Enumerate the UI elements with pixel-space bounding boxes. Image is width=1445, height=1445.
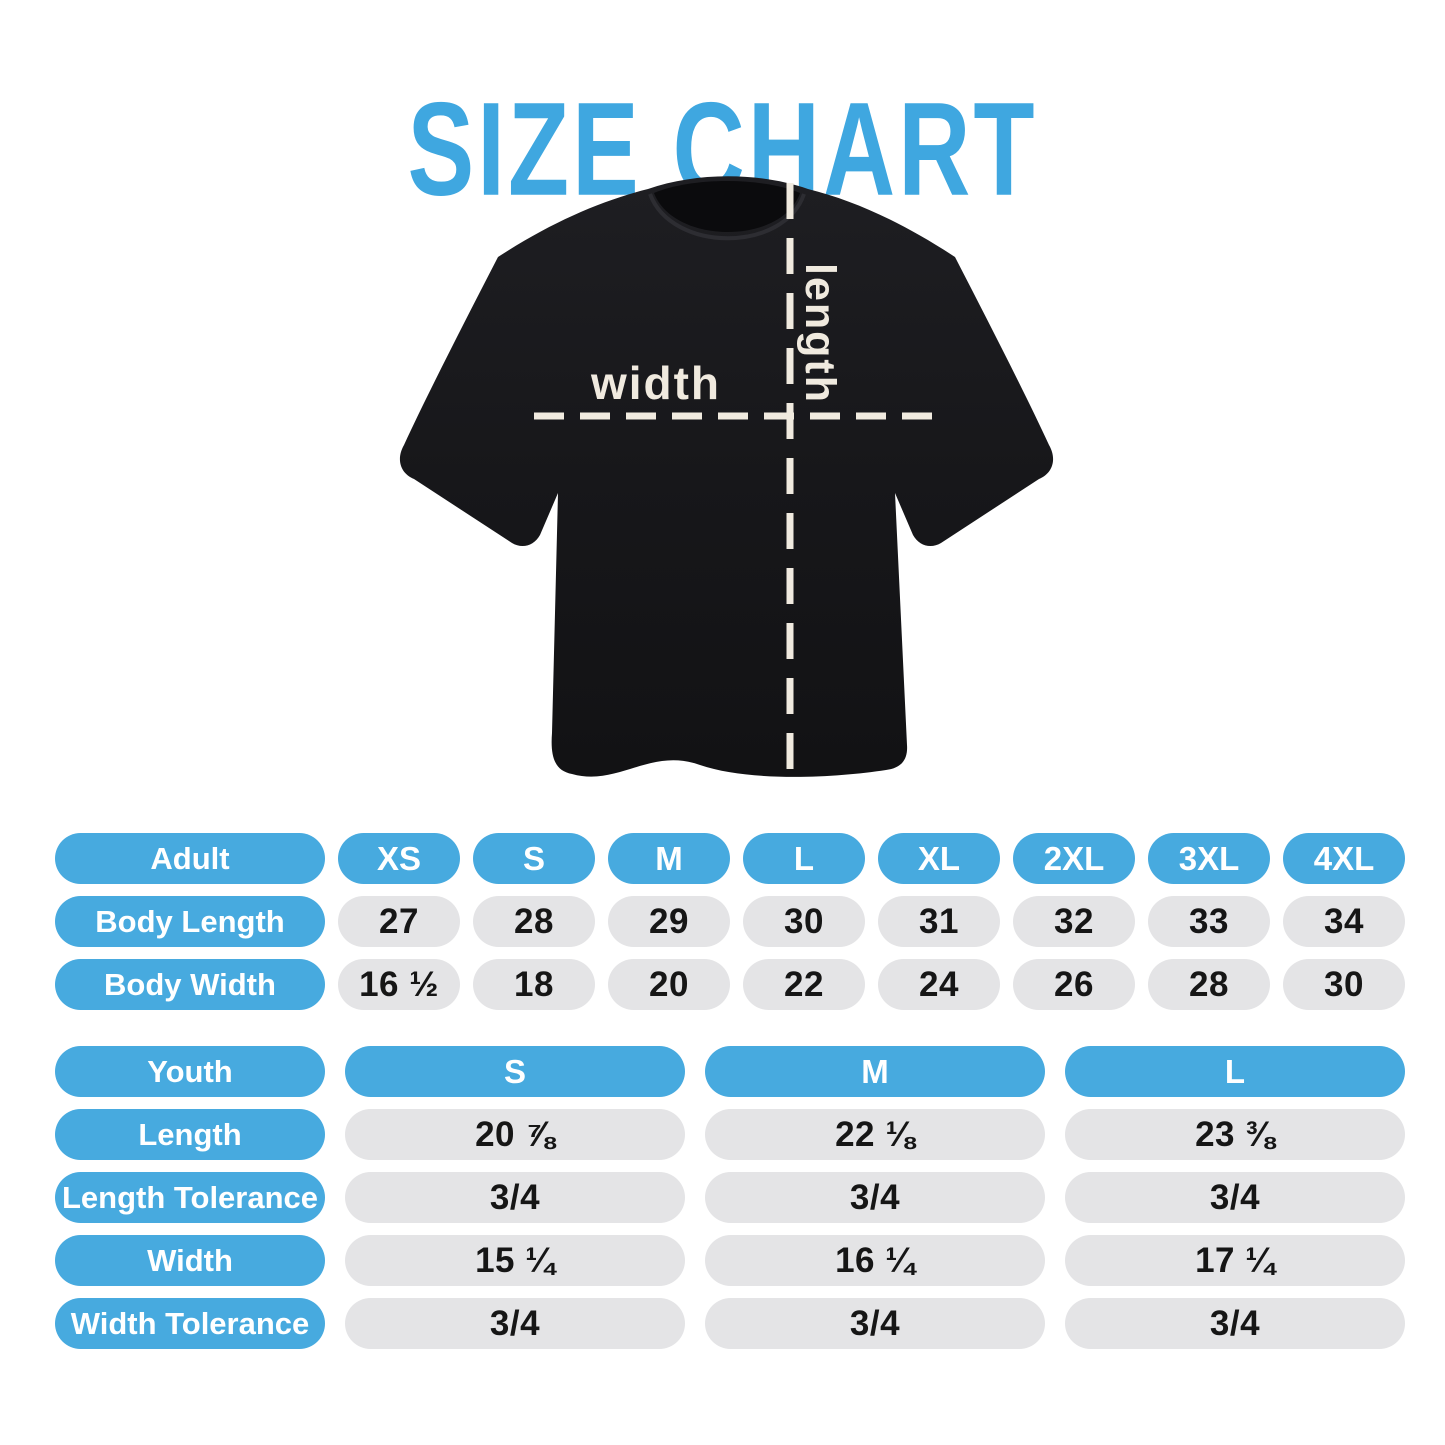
youth-width-tolerance-cell: 3/4 (705, 1298, 1045, 1349)
adult-body-width-cell: 24 (878, 959, 1000, 1010)
adult-body-length-cell: 32 (1013, 896, 1135, 947)
adult-body-width-cell: 22 (743, 959, 865, 1010)
adult-size-header-3xl: 3XL (1148, 833, 1270, 884)
tshirt-silhouette (399, 176, 1054, 777)
youth-width-cell: 17 ¼ (1065, 1235, 1405, 1286)
youth-row-label-width: Width (55, 1235, 325, 1286)
youth-size-header-s: S (345, 1046, 685, 1097)
adult-body-width-cell: 28 (1148, 959, 1270, 1010)
youth-size-header-m: M (705, 1046, 1045, 1097)
adult-size-header-l: L (743, 833, 865, 884)
youth-row-label-width-tolerance: Width Tolerance (55, 1298, 325, 1349)
adult-body-length-cell: 27 (338, 896, 460, 947)
adult-body-length-cell: 30 (743, 896, 865, 947)
adult-body-width-cell: 26 (1013, 959, 1135, 1010)
adult-size-header-2xl: 2XL (1013, 833, 1135, 884)
adult-size-header-xl: XL (878, 833, 1000, 884)
youth-length-cell: 20 ⅞ (345, 1109, 685, 1160)
adult-size-header-s: S (473, 833, 595, 884)
youth-length-cell: 23 ⅜ (1065, 1109, 1405, 1160)
adult-body-length-cell: 34 (1283, 896, 1405, 947)
youth-size-table: Youth S M L Length 20 ⅞ 22 ⅛ 23 ⅜ Length… (55, 1046, 1405, 1349)
youth-length-cell: 22 ⅛ (705, 1109, 1045, 1160)
adult-size-header-m: M (608, 833, 730, 884)
youth-width-tolerance-cell: 3/4 (1065, 1298, 1405, 1349)
adult-table-title-pill: Adult (55, 833, 325, 884)
youth-row-label-length: Length (55, 1109, 325, 1160)
youth-length-tolerance-cell: 3/4 (1065, 1172, 1405, 1223)
youth-width-cell: 16 ¼ (705, 1235, 1045, 1286)
adult-body-length-cell: 28 (473, 896, 595, 947)
width-label: width (590, 357, 721, 409)
adult-body-length-cell: 29 (608, 896, 730, 947)
adult-body-width-cell: 16 ½ (338, 959, 460, 1010)
tshirt-image: width length (399, 176, 1054, 777)
tshirt-measurement-diagram: width length (394, 176, 1059, 790)
youth-size-header-l: L (1065, 1046, 1405, 1097)
adult-body-width-cell: 18 (473, 959, 595, 1010)
adult-body-length-cell: 31 (878, 896, 1000, 947)
youth-table-title-pill: Youth (55, 1046, 325, 1097)
youth-row-label-length-tolerance: Length Tolerance (55, 1172, 325, 1223)
youth-width-tolerance-cell: 3/4 (345, 1298, 685, 1349)
adult-size-header-4xl: 4XL (1283, 833, 1405, 884)
youth-length-tolerance-cell: 3/4 (345, 1172, 685, 1223)
adult-size-table: Adult XS S M L XL 2XL 3XL 4XL Body Lengt… (55, 833, 1405, 1010)
adult-size-header-xs: XS (338, 833, 460, 884)
adult-row-label-body-length: Body Length (55, 896, 325, 947)
adult-body-length-cell: 33 (1148, 896, 1270, 947)
youth-length-tolerance-cell: 3/4 (705, 1172, 1045, 1223)
adult-body-width-cell: 20 (608, 959, 730, 1010)
youth-width-cell: 15 ¼ (345, 1235, 685, 1286)
length-label: length (796, 263, 844, 404)
tshirt-collar-opening (654, 181, 800, 232)
adult-row-label-body-width: Body Width (55, 959, 325, 1010)
adult-body-width-cell: 30 (1283, 959, 1405, 1010)
